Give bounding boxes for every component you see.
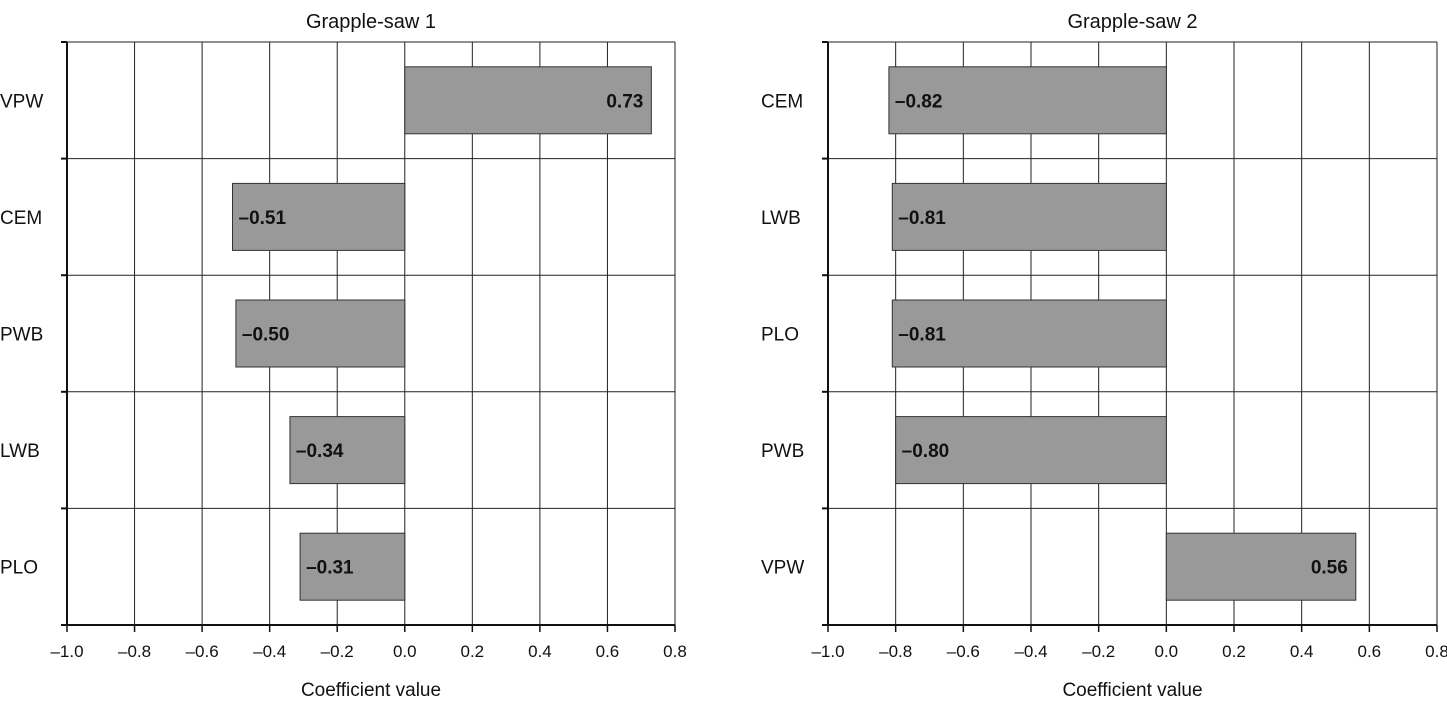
category-label: VPW <box>761 558 804 579</box>
category-label: VPW <box>0 91 43 112</box>
x-tick-label: 0.6 <box>596 642 620 661</box>
x-tick-label: –0.6 <box>947 642 980 661</box>
data-label: –0.51 <box>239 208 287 229</box>
x-tick-label: 0.8 <box>663 642 687 661</box>
x-tick-label: 0.6 <box>1358 642 1382 661</box>
x-tick-label: –0.8 <box>118 642 151 661</box>
category-label: PLO <box>761 325 799 346</box>
category-label: LWB <box>0 441 40 462</box>
bar <box>235 299 406 368</box>
category-label: LWB <box>761 208 801 229</box>
x-tick-label: 0.2 <box>1222 642 1246 661</box>
category-label: CEM <box>761 91 803 112</box>
x-tick-label: –1.0 <box>50 642 83 661</box>
x-tick-label: –0.6 <box>186 642 219 661</box>
data-label: –0.50 <box>242 325 290 346</box>
data-label: –0.80 <box>902 441 950 462</box>
x-tick-label: 0.0 <box>393 642 417 661</box>
category-label: PWB <box>0 325 43 346</box>
x-tick-label: 0.4 <box>1290 642 1314 661</box>
bar <box>891 182 1167 251</box>
x-tick-label: –0.2 <box>321 642 354 661</box>
x-tick-label: 0.0 <box>1155 642 1179 661</box>
x-tick-label: 0.2 <box>461 642 485 661</box>
x-axis-label: Coefficient value <box>1062 680 1202 701</box>
bar <box>232 182 406 251</box>
bar <box>895 416 1167 485</box>
x-tick-label: –0.4 <box>1014 642 1047 661</box>
chart-title: Grapple-saw 1 <box>306 11 436 33</box>
x-tick-label: –1.0 <box>811 642 844 661</box>
chart-panel-grapple-saw-2: Grapple-saw 2 –0.82 CEM –0.81 LWB –0.81 PLO –0.… <box>761 11 1447 701</box>
x-tick-label: –0.4 <box>253 642 286 661</box>
data-label: –0.31 <box>306 558 354 579</box>
data-label: –0.81 <box>898 208 946 229</box>
x-tick-label: 0.8 <box>1425 642 1447 661</box>
chart-panel-grapple-saw-1: Grapple-saw 1 0.73 VPW –0.51 CEM –0.50 PWB –0.3… <box>0 11 687 701</box>
category-label: CEM <box>0 208 42 229</box>
data-label: –0.34 <box>296 441 344 462</box>
x-tick-label: 0.4 <box>528 642 552 661</box>
bar <box>1165 532 1357 601</box>
data-label: 0.73 <box>606 91 643 112</box>
category-label: PLO <box>0 558 38 579</box>
chart-title: Grapple-saw 2 <box>1067 11 1197 33</box>
bar <box>289 416 406 485</box>
x-tick-label: –0.8 <box>879 642 912 661</box>
bar <box>404 66 652 135</box>
category-label: PWB <box>761 441 804 462</box>
data-label: 0.56 <box>1311 558 1348 579</box>
data-label: –0.81 <box>898 325 946 346</box>
x-tick-label: –0.2 <box>1082 642 1115 661</box>
bar <box>888 66 1167 135</box>
x-axis-label: Coefficient value <box>301 680 441 701</box>
data-label: –0.82 <box>895 91 943 112</box>
bar <box>891 299 1167 368</box>
bar <box>299 532 406 601</box>
